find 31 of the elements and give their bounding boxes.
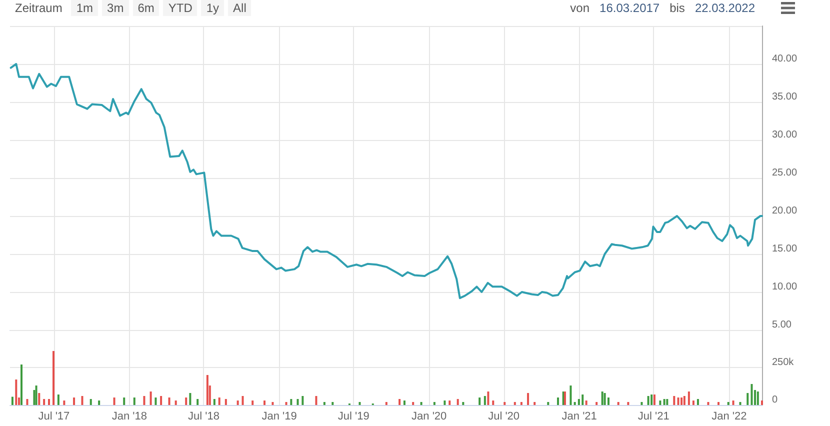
y-tick-label: 0	[772, 394, 778, 406]
y-tick-label: 250k	[772, 357, 795, 368]
text: YTD	[163, 0, 198, 16]
y-tick-label: 30.00	[772, 130, 798, 140]
x-tick-label: Jan '18	[112, 410, 148, 422]
x-tick-label: Jan '22	[712, 410, 747, 422]
text: 3m	[102, 0, 129, 16]
x-tick-label: Jul '19	[338, 410, 370, 422]
text: 22.03.2022	[694, 1, 755, 15]
text: von	[570, 1, 590, 15]
text: 1y	[201, 0, 224, 16]
y-tick-label: 5.00	[772, 320, 792, 330]
x-tick-label: Jan '21	[562, 410, 597, 422]
y-tick-label: 40.00	[772, 54, 798, 64]
text: Zeitraum	[14, 0, 64, 16]
x-tick-label: Jan '19	[262, 410, 297, 422]
text: bis	[670, 1, 685, 15]
x-tick-label: Jul '18	[188, 410, 220, 422]
y-tick-label: 20.00	[772, 206, 798, 216]
text: 6m	[132, 0, 160, 16]
x-tick-label: Jul '20	[488, 410, 520, 422]
y-tick-label: 10.00	[772, 282, 798, 292]
x-tick-label: Jul '17	[38, 410, 70, 422]
text: All	[228, 0, 252, 16]
y-tick-label: 35.00	[772, 92, 798, 102]
x-tick-label: Jul '21	[638, 410, 670, 422]
y-tick-label: 25.00	[772, 168, 798, 178]
y-tick-label: 15.00	[772, 244, 798, 254]
x-tick-label: Jan '20	[412, 410, 447, 422]
text: 1m	[71, 0, 98, 16]
text: 16.03.2017	[600, 1, 660, 15]
